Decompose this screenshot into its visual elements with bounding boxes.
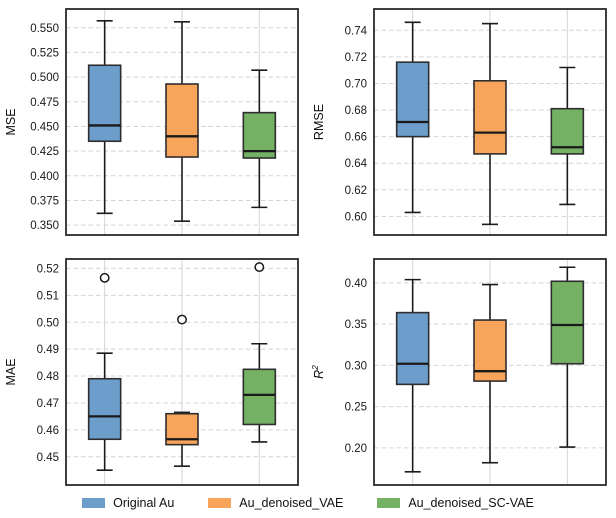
outlier-point: [177, 314, 187, 325]
y-tick-label: 0.525: [30, 47, 59, 59]
y-tick-label: 0.350: [30, 220, 59, 232]
y-tick-label: 0.50: [37, 317, 59, 329]
legend-swatch: [208, 498, 232, 508]
legend-item: Au_denoised_SC-VAE: [377, 496, 534, 510]
y-tick-label: 0.20: [345, 443, 367, 455]
y-tick-label: 0.60: [345, 211, 367, 223]
legend: Original Au Au_denoised_VAE Au_denoised_SC…: [0, 488, 616, 518]
legend-item: Original Au: [82, 496, 174, 510]
y-tick-label: 0.450: [30, 121, 59, 133]
y-axis-label: MAE: [4, 358, 18, 385]
y-tick-label: 0.40: [345, 278, 367, 290]
y-tick-label: 0.46: [37, 425, 59, 437]
panel-r2: 0.20 0.25 0.30 0.35 0.40 R2: [308, 244, 616, 488]
y-tick-label: 0.475: [30, 97, 59, 109]
outlier-point: [99, 272, 110, 283]
y-tick-label: 0.47: [37, 398, 59, 410]
panel-rmse: 0.60 0.62 0.64 0.66 0.68 0.70 0.72 0.74 RMSE: [308, 0, 616, 244]
mae-boxplot: 0.45 0.46 0.47 0.48 0.49 0.50 0.51 0.52 MAE: [0, 244, 308, 488]
panel-mae: 0.45 0.46 0.47 0.48 0.49 0.50 0.51 0.52 MAE: [0, 244, 308, 488]
y-tick-label: 0.30: [345, 360, 367, 372]
box: [550, 280, 585, 365]
mse-boxplot: 0.350 0.375 0.400 0.425 0.450 0.475 0.500 0.525…: [0, 0, 308, 244]
y-tick-label: 0.52: [37, 263, 59, 275]
y-tick-label: 0.400: [30, 171, 59, 183]
legend-label: Au_denoised_VAE: [239, 496, 344, 510]
outlier-point: [254, 262, 265, 273]
legend-swatch: [82, 498, 106, 508]
box: [242, 368, 277, 426]
box: [395, 61, 430, 138]
y-axis-label: MSE: [4, 108, 18, 135]
box: [87, 64, 122, 143]
axes-spine: [65, 258, 299, 486]
rmse-boxplot: 0.60 0.62 0.64 0.66 0.68 0.70 0.72 0.74 RMSE: [308, 0, 616, 244]
y-tick-label: 0.425: [30, 146, 59, 158]
y-tick-label: 0.68: [345, 105, 367, 117]
plot-background: [0, 244, 308, 488]
panel-mse: 0.350 0.375 0.400 0.425 0.450 0.475 0.500 0.525…: [0, 0, 308, 244]
legend-label: Original Au: [113, 496, 175, 510]
y-tick-label: 0.500: [30, 72, 59, 84]
axes-spine: [373, 258, 607, 486]
y-tick-label: 0.62: [345, 185, 367, 197]
box: [395, 311, 430, 386]
y-tick-label: 0.70: [345, 78, 367, 90]
y-tick-label: 0.550: [30, 23, 59, 35]
y-tick-label: 0.66: [345, 132, 367, 144]
y-axis-label: RMSE: [312, 104, 326, 140]
y-tick-label: 0.51: [37, 290, 59, 302]
y-tick-label: 0.35: [345, 319, 367, 331]
box: [165, 83, 199, 158]
legend-item: Au_denoised_VAE: [208, 496, 343, 510]
subplot-grid: 0.350 0.375 0.400 0.425 0.450 0.475 0.500 0.525…: [0, 0, 616, 488]
y-tick-label: 0.25: [345, 402, 367, 414]
y-tick-label: 0.48: [37, 371, 59, 383]
axes-spine: [65, 8, 299, 236]
y-tick-label: 0.45: [37, 452, 59, 464]
y-tick-label: 0.49: [37, 344, 59, 356]
y-tick-label: 0.64: [345, 158, 368, 170]
y-tick-label: 0.74: [345, 25, 368, 37]
legend-swatch: [377, 498, 401, 508]
box: [87, 377, 122, 441]
box: [473, 79, 507, 155]
y-tick-label: 0.72: [345, 52, 367, 64]
axes-spine: [373, 8, 607, 236]
legend-label: Au_denoised_SC-VAE: [408, 496, 534, 510]
y-tick-label: 0.375: [30, 195, 59, 207]
